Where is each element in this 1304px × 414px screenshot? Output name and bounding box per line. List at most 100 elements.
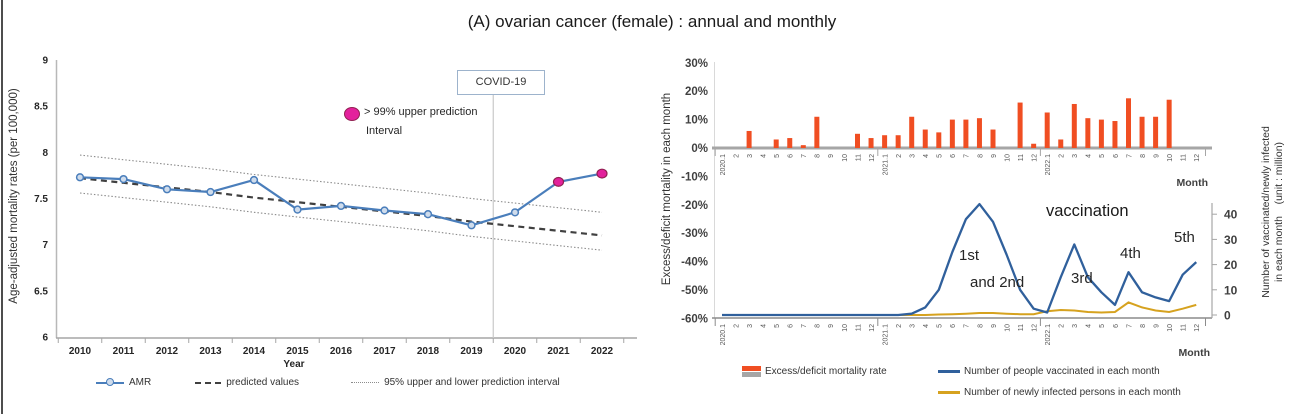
amr-line-marker-icon xyxy=(96,378,124,386)
month-label-top: 7 xyxy=(801,154,808,158)
month-label-top: 7 xyxy=(964,154,971,158)
tick-label: 2014 xyxy=(243,346,266,357)
excess-bar xyxy=(963,119,969,148)
excess-bar xyxy=(814,116,820,148)
month-label-top: 3 xyxy=(910,154,917,158)
vaccination-annotation: vaccination xyxy=(1046,202,1129,220)
excess-bar xyxy=(1017,102,1023,148)
month-label-bottom: 10 xyxy=(1167,324,1174,332)
tick-label: 9 xyxy=(42,56,48,67)
legend-item-amr: AMR xyxy=(96,377,151,388)
excess-bar xyxy=(949,119,955,148)
dotted-line-marker-icon xyxy=(351,382,380,383)
wave-5th-annotation: 5th xyxy=(1174,229,1195,246)
month-label-top: 9 xyxy=(828,154,835,158)
amr-marker xyxy=(510,208,520,217)
legend-item-vaccinated: Number of people vaccinated in each mont… xyxy=(938,366,1160,377)
month-label-bottom: 2 xyxy=(1059,324,1066,328)
month-label-top: 2021.1 xyxy=(882,154,889,176)
amr-exceed-marker xyxy=(552,176,565,187)
wave-3rd-annotation: 3rd xyxy=(1071,270,1093,287)
month-label-bottom: 4 xyxy=(1086,324,1093,328)
month-label-top: 4 xyxy=(1086,154,1093,158)
tick-label: -40% xyxy=(681,257,708,269)
tick-label: 2022 xyxy=(591,346,614,357)
tick-label: 20 xyxy=(1224,258,1238,272)
month-label-top: 3 xyxy=(1072,154,1079,158)
month-label-bottom: 2022.1 xyxy=(1045,324,1052,346)
month-label-bottom: 7 xyxy=(964,324,971,328)
exceed-legend-line2: Interval xyxy=(366,125,403,137)
month-label-top: 6 xyxy=(1113,154,1120,158)
month-label-bottom: 5 xyxy=(774,324,781,328)
month-label-top: 12 xyxy=(1194,154,1201,162)
magenta-dot-icon xyxy=(344,107,360,121)
month-label-top: 2 xyxy=(896,154,903,158)
excess-bar xyxy=(773,139,779,148)
newly-infected-line xyxy=(722,301,1197,316)
annual-chart-legend: AMR predicted values 95% upper and lower… xyxy=(96,377,560,388)
month-label-top: 4 xyxy=(760,154,767,158)
wave-2nd-annotation: and 2nd xyxy=(970,274,1025,291)
amr-marker xyxy=(206,187,215,197)
month-label-top: 12 xyxy=(869,154,876,162)
tick-label: Month xyxy=(1179,347,1211,359)
excess-bar xyxy=(895,135,901,148)
excess-bar xyxy=(1112,121,1118,148)
month-label-bottom: 2020.1 xyxy=(720,324,727,346)
tick-label: 2021 xyxy=(547,346,570,357)
tick-label: -20% xyxy=(681,200,708,212)
amr-marker xyxy=(293,205,302,214)
tick-label: Year xyxy=(283,359,304,370)
excess-bar xyxy=(855,133,860,148)
month-label-bottom: 11 xyxy=(1018,324,1025,331)
month-label-top: 6 xyxy=(788,154,795,158)
tick-label: 20% xyxy=(685,86,708,98)
tick-label: 8.5 xyxy=(34,102,48,113)
excess-bar xyxy=(909,116,915,148)
amr-marker xyxy=(249,175,259,185)
month-label-bottom: 8 xyxy=(815,324,822,328)
month-label-top: 10 xyxy=(1004,154,1011,162)
excess-bar xyxy=(990,129,996,148)
excess-bar xyxy=(868,138,874,148)
month-label-top: 8 xyxy=(1140,154,1147,158)
tick-label: 2016 xyxy=(330,346,353,357)
tick-label: 2011 xyxy=(113,346,135,357)
upper-95-interval-line xyxy=(79,154,603,213)
month-label-top: 5 xyxy=(1099,154,1106,158)
legend-infected-label: Number of newly infected persons in each… xyxy=(964,387,1181,398)
figure-left-border xyxy=(1,0,3,414)
tick-label: -50% xyxy=(681,285,708,297)
legend-item-predicted: predicted values xyxy=(151,377,299,388)
month-label-bottom: 7 xyxy=(1126,324,1133,328)
excess-bar xyxy=(922,129,928,148)
month-label-bottom: 2 xyxy=(733,324,740,328)
tick-label: 2012 xyxy=(156,346,179,357)
amr-exceed-marker xyxy=(596,168,608,179)
month-label-bottom: 4 xyxy=(923,324,930,328)
month-label-bottom: 3 xyxy=(910,324,917,328)
month-label-bottom: 4 xyxy=(760,324,767,328)
month-label-bottom: 9 xyxy=(1153,324,1160,328)
amr-marker xyxy=(336,201,346,211)
tick-label: 8 xyxy=(42,148,48,159)
tick-label: 2013 xyxy=(199,346,222,357)
amr-marker xyxy=(75,173,85,182)
excess-bar xyxy=(1085,118,1091,148)
legend-item-infected: Number of newly infected persons in each… xyxy=(938,387,1181,398)
month-label-bottom: 6 xyxy=(1113,324,1120,328)
month-label-top: 10 xyxy=(1167,154,1174,162)
month-label-bottom: 2 xyxy=(896,324,903,328)
month-label-bottom: 10 xyxy=(842,324,849,332)
excess-bar xyxy=(800,145,806,148)
month-label-top: 10 xyxy=(842,154,849,162)
tick-label: 0 xyxy=(1224,309,1231,323)
month-label-bottom: 11 xyxy=(1181,324,1188,331)
month-label-top: 2022.1 xyxy=(1045,154,1052,176)
lower-95-interval-line xyxy=(79,192,603,251)
monthly-right-y-axis-label: Number of vaccinated/newly infected in e… xyxy=(1260,91,1286,333)
month-label-bottom: 2021.1 xyxy=(882,324,889,346)
month-label-top: 4 xyxy=(923,154,930,158)
